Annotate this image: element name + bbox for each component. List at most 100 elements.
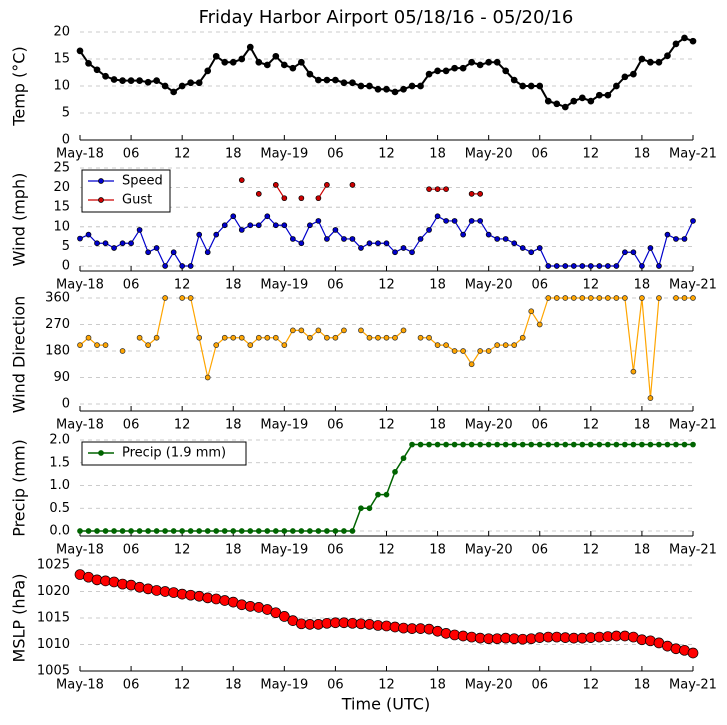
y-axis-label: Precip (mm) — [10, 439, 29, 537]
data-point — [672, 40, 680, 48]
data-point — [77, 342, 83, 348]
x-tick-label: 12 — [583, 278, 600, 293]
y-axis-label: Wind (mph) — [10, 173, 29, 267]
data-point — [553, 100, 561, 108]
x-tick-label: 18 — [634, 278, 651, 293]
data-point — [383, 240, 390, 247]
data-point — [553, 263, 560, 269]
data-point — [485, 348, 492, 354]
data-point — [587, 295, 594, 301]
data-point — [298, 327, 305, 334]
y-tick-label: 1015 — [37, 611, 70, 626]
data-point — [630, 368, 637, 375]
legend-label: Speed — [122, 174, 163, 189]
data-point — [145, 528, 151, 534]
data-point — [289, 327, 296, 334]
data-point — [187, 528, 194, 534]
data-point — [383, 85, 390, 93]
y-tick-label: 1.5 — [49, 455, 70, 470]
data-point — [204, 374, 211, 381]
x-tick-label: 12 — [583, 418, 600, 433]
data-point — [315, 218, 322, 224]
x-tick-label: May-19 — [260, 418, 308, 433]
data-point — [494, 236, 501, 242]
data-point — [94, 528, 100, 534]
data-point — [281, 528, 288, 534]
data-point — [656, 295, 662, 301]
legend-marker — [98, 450, 104, 456]
data-point — [511, 441, 518, 448]
series-line — [275, 184, 481, 199]
data-point — [136, 528, 143, 534]
x-tick-label: 12 — [583, 543, 600, 558]
data-point — [468, 191, 475, 197]
x-tick-label: May-20 — [465, 678, 513, 693]
data-point — [434, 186, 441, 193]
data-point — [110, 76, 118, 83]
data-point — [298, 58, 305, 66]
data-point — [477, 441, 484, 448]
data-point — [161, 82, 169, 90]
x-tick-label: 18 — [634, 678, 651, 693]
data-point — [162, 528, 168, 534]
data-point — [621, 73, 629, 81]
data-point — [85, 334, 92, 341]
y-tick-label: 20 — [53, 180, 70, 195]
x-tick-label: May-20 — [465, 278, 513, 293]
data-point — [409, 441, 415, 448]
data-point — [443, 441, 449, 448]
data-point — [647, 441, 654, 448]
x-tick-label: 12 — [378, 678, 395, 693]
data-point — [383, 334, 390, 341]
data-point — [324, 236, 330, 242]
y-tick-label: 10 — [53, 79, 70, 94]
data-point — [341, 236, 347, 242]
x-tick-label: May-18 — [56, 418, 104, 433]
data-point — [596, 441, 603, 448]
data-point — [187, 263, 194, 269]
data-point — [687, 647, 699, 659]
data-point — [247, 528, 254, 534]
x-tick-label: 18 — [225, 418, 242, 433]
data-point — [145, 342, 151, 348]
data-point — [349, 236, 356, 242]
data-point — [681, 295, 688, 301]
data-point — [400, 85, 407, 93]
data-point — [417, 236, 424, 242]
x-tick-label: 06 — [327, 278, 344, 293]
x-tick-label: 06 — [327, 678, 344, 693]
x-tick-label: 06 — [531, 147, 548, 162]
data-point — [664, 441, 671, 448]
data-point — [196, 528, 203, 534]
data-point — [315, 528, 322, 534]
data-point — [595, 91, 603, 99]
x-tick-label: 12 — [378, 278, 395, 293]
data-point — [578, 94, 586, 102]
data-point — [647, 58, 654, 66]
data-point — [630, 249, 637, 256]
data-point — [144, 78, 152, 86]
x-tick-label: May-21 — [669, 147, 717, 162]
data-point — [622, 249, 628, 256]
data-point — [229, 58, 237, 66]
data-point — [358, 505, 364, 512]
data-point — [528, 249, 535, 256]
data-point — [511, 240, 518, 247]
y-tick-label: 1005 — [37, 664, 70, 679]
data-point — [119, 528, 126, 534]
data-point — [460, 231, 466, 238]
data-point — [570, 263, 577, 269]
data-point — [690, 441, 696, 448]
x-tick-label: 12 — [174, 678, 191, 693]
data-point — [366, 505, 373, 512]
data-point — [442, 67, 450, 75]
x-tick-label: 18 — [634, 147, 651, 162]
data-point — [102, 342, 109, 348]
data-point — [502, 342, 509, 348]
data-point — [519, 82, 527, 90]
data-point — [94, 342, 100, 348]
data-point — [681, 34, 688, 42]
data-point — [596, 263, 603, 269]
data-point — [238, 177, 245, 184]
data-point — [587, 97, 595, 105]
